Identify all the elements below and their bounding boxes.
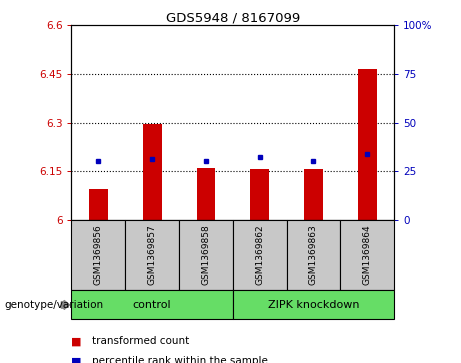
Text: percentile rank within the sample: percentile rank within the sample <box>92 356 268 363</box>
Text: control: control <box>133 300 171 310</box>
Text: GSM1369857: GSM1369857 <box>148 225 157 285</box>
Bar <box>304 170 323 220</box>
Bar <box>233 220 287 290</box>
Text: ■: ■ <box>71 356 82 363</box>
Text: GSM1369863: GSM1369863 <box>309 225 318 285</box>
Bar <box>89 189 108 220</box>
Bar <box>233 290 394 319</box>
Bar <box>340 220 394 290</box>
Text: ZIPK knockdown: ZIPK knockdown <box>268 300 359 310</box>
Text: GSM1369864: GSM1369864 <box>363 225 372 285</box>
Text: ■: ■ <box>71 336 82 346</box>
Bar <box>71 220 125 290</box>
Text: GSM1369862: GSM1369862 <box>255 225 264 285</box>
Title: GDS5948 / 8167099: GDS5948 / 8167099 <box>165 11 300 24</box>
Bar <box>71 290 233 319</box>
Bar <box>358 69 377 220</box>
Text: transformed count: transformed count <box>92 336 189 346</box>
Bar <box>143 124 161 220</box>
Text: GSM1369858: GSM1369858 <box>201 225 210 285</box>
Text: genotype/variation: genotype/variation <box>5 300 104 310</box>
Bar <box>196 168 215 220</box>
Text: GSM1369856: GSM1369856 <box>94 225 103 285</box>
Bar <box>179 220 233 290</box>
Bar <box>125 220 179 290</box>
Bar <box>250 170 269 220</box>
Bar <box>287 220 340 290</box>
